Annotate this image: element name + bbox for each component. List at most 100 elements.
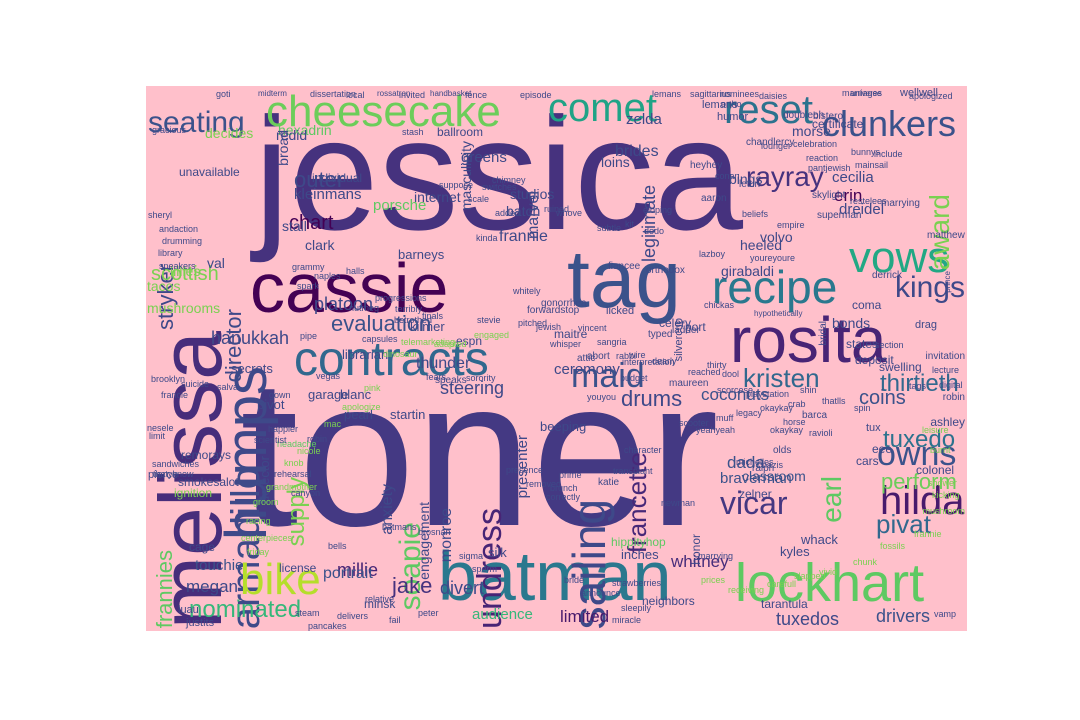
cloud-word: zelda (626, 111, 662, 128)
cloud-word: jewish (536, 322, 562, 332)
cloud-word: celery (659, 316, 692, 330)
cloud-word: kicking (932, 490, 960, 500)
cloud-word: luau (178, 604, 199, 616)
cloud-word: andaction (159, 224, 199, 234)
cloud-word: youreyoure (750, 253, 796, 263)
cloud-word: states (846, 337, 879, 351)
cloud-word: eee (872, 442, 893, 456)
cloud-word: typed (648, 329, 673, 340)
cloud-word: frannie (499, 228, 548, 245)
cloud-word: rosita (730, 304, 887, 376)
cloud-word: fence (465, 90, 488, 100)
cloud-word: chunk (853, 557, 878, 567)
cloud-word: sagittarius (690, 89, 732, 99)
cloud-word: bells (328, 541, 347, 551)
cloud-word: pink (364, 383, 381, 393)
cloud-word: digital (939, 380, 963, 390)
cloud-word: dodo (644, 226, 665, 236)
cloud-word: centerpieces (241, 533, 293, 543)
cloud-word: legitimate (639, 185, 659, 263)
cloud-word: leisure (922, 425, 949, 435)
cloud-word: fossils (880, 541, 906, 551)
cloud-word: doubleoh (783, 110, 825, 121)
cloud-word: kilmer (410, 319, 445, 334)
cloud-word: vegas (316, 371, 341, 381)
cloud-word: pearl (344, 407, 373, 422)
cloud-word: sangria (597, 337, 627, 347)
cloud-word: maid (571, 357, 645, 395)
cloud-word: marrying (698, 551, 734, 561)
cloud-word: pierce (148, 469, 178, 481)
cloud-word: superman (817, 210, 862, 221)
cloud-word: neighbors (642, 594, 695, 608)
cloud-word: espn (456, 334, 483, 348)
cloud-word: morse (792, 123, 831, 139)
cloud-word: chart (289, 212, 334, 234)
cloud-word: robin (942, 392, 965, 403)
cloud-word: steam (295, 608, 320, 618)
cloud-word: betrothed (394, 315, 433, 325)
cloud-word: shower (928, 478, 958, 488)
cloud-word: cheesecake (266, 87, 501, 136)
cloud-word: platoon (314, 294, 374, 314)
cloud-word: celebration (793, 139, 838, 149)
cloud-word: cassie (250, 249, 449, 327)
cloud-word: racing (246, 516, 271, 526)
cloud-word: strawberries (612, 578, 662, 588)
cloud-word: francie (161, 390, 189, 400)
cloud-word: subtle (597, 223, 622, 233)
cloud-word: brosnan (418, 527, 451, 537)
cloud-word: ravioli (809, 428, 833, 438)
cloud-word: bride (564, 575, 585, 585)
cloud-word: nominees (720, 89, 760, 99)
cloud-word: nazis (762, 460, 784, 470)
cloud-word: aaron (701, 193, 727, 204)
cloud-word: barca (802, 410, 828, 421)
cloud-word: scottish (151, 263, 219, 285)
cloud-word: mushrooms (147, 300, 221, 316)
cloud-word: capsules (362, 334, 398, 344)
cloud-word: speakers (159, 261, 196, 271)
cloud-word: drums (621, 386, 683, 411)
cloud-word: hippityhop (611, 535, 666, 549)
cloud-word: jessica (254, 86, 744, 263)
cloud-word: removed (526, 479, 562, 489)
cloud-word: eloping (643, 205, 673, 215)
cloud-word: kings (894, 271, 965, 304)
cloud-word: beeping (540, 419, 587, 434)
cloud-word: wellwell (900, 87, 938, 99)
cloud-word: coins (859, 387, 906, 409)
cloud-word: correctly (546, 492, 581, 502)
cloud-word: touchie (195, 557, 244, 574)
cloud-word: bings (729, 171, 763, 187)
cloud-word: batmans (382, 522, 417, 532)
cloud-word: pipe (300, 331, 318, 341)
cloud-word: ignition (174, 486, 213, 500)
cloud-word: telemarketing (401, 337, 456, 347)
cloud-word: pivot (257, 397, 285, 412)
cloud-word: erin (834, 186, 863, 205)
cloud-word: marriages (842, 88, 883, 98)
cloud-word: pantjewish (808, 163, 851, 173)
cloud-word: nicole (297, 446, 321, 456)
cloud-word: cage (189, 540, 216, 554)
cloud-word: silk (488, 545, 507, 560)
cloud-word: naples (314, 271, 341, 281)
cloud-word: ortho (721, 99, 742, 109)
cloud-word: sigma (459, 551, 484, 561)
cloud-word: receiving (728, 585, 765, 595)
cloud-word: owns (877, 435, 957, 473)
cloud-word: added (495, 208, 521, 218)
cloud-word: vamp (934, 609, 957, 619)
cloud-word: tux (866, 422, 881, 434)
cloud-word: pitched (518, 318, 548, 328)
cloud-word: perform (881, 469, 957, 494)
cloud-word: vows (849, 233, 950, 282)
cloud-word: earl (816, 476, 847, 523)
cloud-word: greens (461, 149, 507, 166)
cloud-word: presence (506, 465, 544, 475)
cloud-word: braverman (720, 470, 792, 487)
cloud-word: terribly (395, 304, 423, 314)
cloud-word: peter (418, 608, 439, 618)
cloud-word: carefull (767, 579, 797, 589)
